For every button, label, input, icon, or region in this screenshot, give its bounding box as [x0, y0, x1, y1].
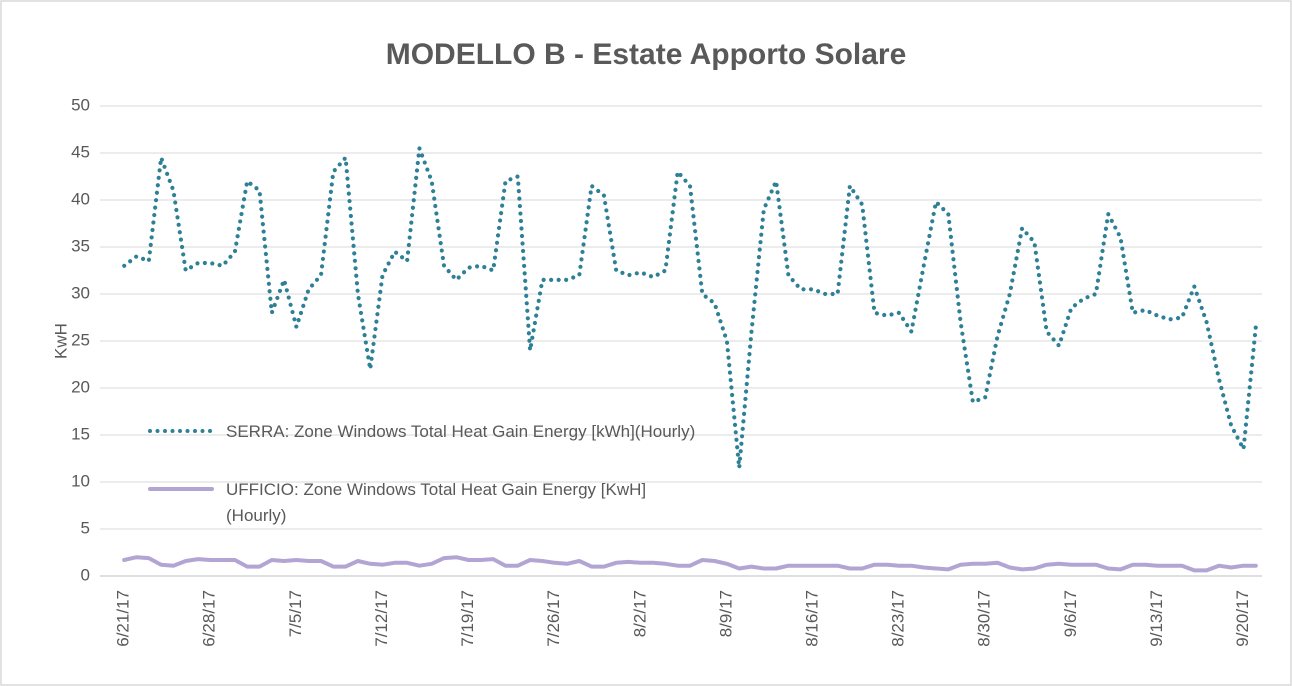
x-tick-label: 7/19/17	[458, 590, 477, 647]
x-tick-label: 8/16/17	[802, 590, 821, 647]
y-tick-label: 20	[71, 377, 90, 396]
y-tick-label: 25	[71, 330, 90, 349]
data-line	[122, 146, 1258, 470]
x-tick-label: 8/23/17	[889, 590, 908, 647]
x-tick-label: 8/9/17	[716, 590, 735, 637]
y-tick-label: 30	[71, 283, 90, 302]
y-tick-label: 40	[71, 189, 90, 208]
data-line	[122, 555, 1258, 573]
legend-label: SERRA: Zone Windows Total Heat Gain Ener…	[226, 422, 696, 441]
x-tick-label: 8/2/17	[630, 590, 649, 637]
x-tick-label: 7/5/17	[286, 590, 305, 637]
y-tick-label: 5	[81, 518, 90, 537]
y-tick-label: 50	[71, 95, 90, 114]
y-tick-label: 0	[81, 565, 90, 584]
x-tick-label: 7/26/17	[544, 590, 563, 647]
y-tick-label: 15	[71, 424, 90, 443]
chart-title: MODELLO B - Estate Apporto Solare	[386, 38, 907, 71]
y-axis-label: KwH	[51, 323, 70, 359]
x-tick-label: 6/28/17	[200, 590, 219, 647]
y-tick-label: 35	[71, 236, 90, 255]
x-tick-label: 9/20/17	[1233, 590, 1252, 647]
x-tick-label: 6/21/17	[114, 590, 133, 647]
y-tick-label: 10	[71, 471, 90, 490]
x-tick-label: 7/12/17	[372, 590, 391, 647]
x-tick-label: 9/13/17	[1147, 590, 1166, 647]
legend-label: UFFICIO: Zone Windows Total Heat Gain En…	[226, 480, 647, 525]
y-tick-label: 45	[71, 142, 90, 161]
x-tick-label: 8/30/17	[975, 590, 994, 647]
x-tick-label: 9/6/17	[1061, 590, 1080, 637]
